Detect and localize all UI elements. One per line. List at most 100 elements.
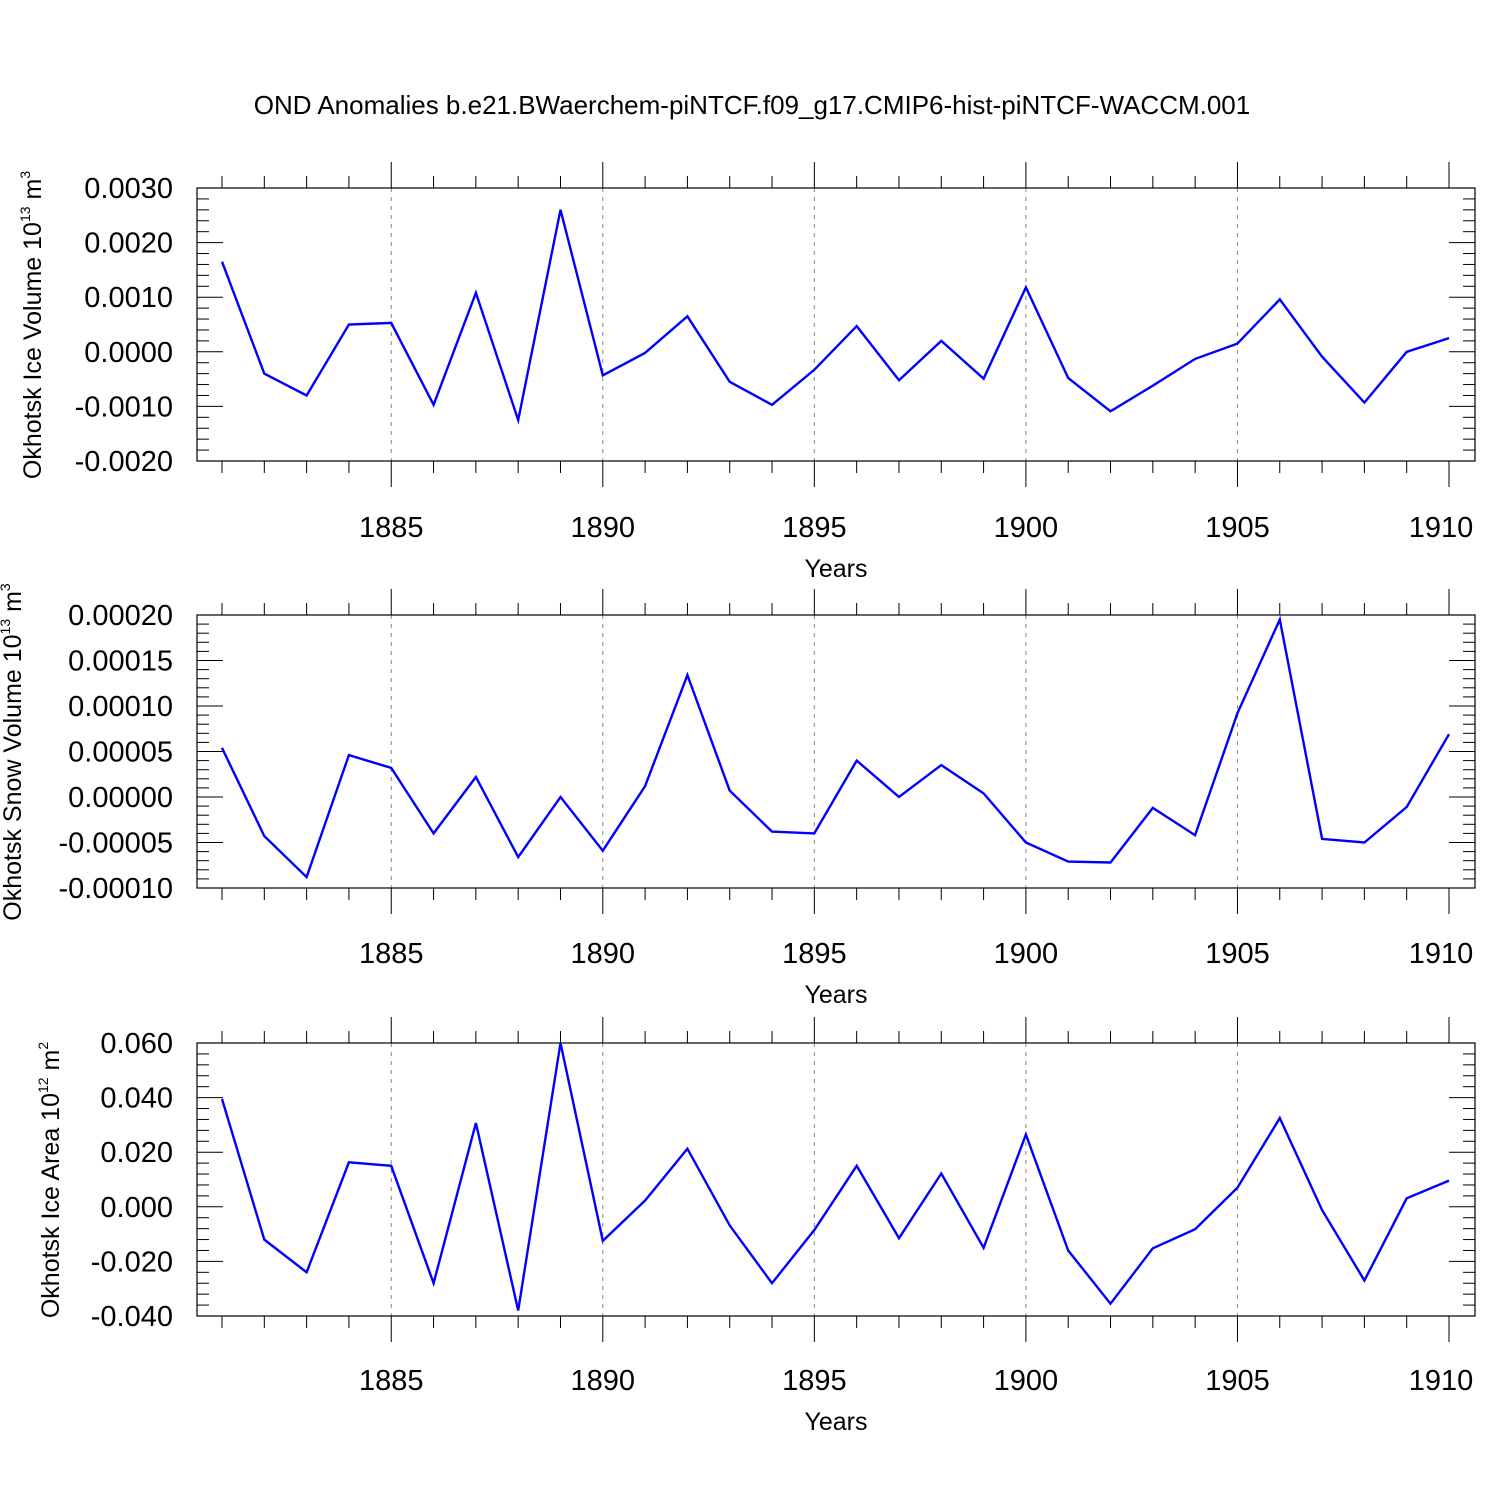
y-axis-label-unit: m [19, 179, 47, 207]
data-point [812, 368, 816, 372]
y-tick-label: 0.060 [100, 1028, 173, 1060]
y-tick-label: -0.0010 [75, 391, 173, 423]
data-point [982, 1246, 986, 1250]
y-axis-label-main: Okhotsk Snow Volume 10 [0, 634, 27, 920]
data-point [982, 377, 986, 381]
y-axis-label-sup1: 12 [35, 1077, 51, 1093]
data-point [305, 875, 309, 879]
y-tick-label: -0.0020 [75, 446, 173, 478]
y-tick-label: 0.00000 [68, 782, 173, 814]
x-tick-label: 1900 [994, 512, 1059, 544]
data-point [1320, 1208, 1324, 1212]
data-point [1278, 297, 1282, 301]
data-point [305, 1270, 309, 1274]
x-tick-label: 1910 [1409, 1365, 1474, 1397]
data-point [939, 339, 943, 343]
data-point [1447, 732, 1451, 736]
data-point [1193, 357, 1197, 361]
data-point [1362, 1279, 1366, 1283]
data-point [262, 834, 266, 838]
y-tick-label: 0.0030 [84, 173, 173, 205]
data-point [643, 1199, 647, 1203]
plot-frame [196, 187, 1476, 462]
data-point [474, 1121, 478, 1125]
data-point [558, 1041, 562, 1045]
x-tick-label: 1885 [359, 1365, 424, 1397]
y-tick-label: 0.00020 [68, 600, 173, 632]
data-point [1151, 384, 1155, 388]
y-axis-label-sup2: 3 [0, 583, 13, 591]
data-point [389, 766, 393, 770]
data-point [474, 291, 478, 295]
data-point [220, 1097, 224, 1101]
data-point [1235, 1186, 1239, 1190]
x-tick-label: 1885 [359, 938, 424, 970]
y-axis-label-sup1: 13 [17, 206, 33, 222]
data-point [1109, 1302, 1113, 1306]
y-axis-label-unit: m [37, 1050, 65, 1078]
series-line [220, 209, 1450, 425]
data-point [601, 849, 605, 853]
data-point [1066, 376, 1070, 380]
data-point [855, 759, 859, 763]
data-point [601, 1239, 605, 1243]
x-tick-label: 1885 [359, 512, 424, 544]
data-point [643, 351, 647, 355]
y-tick-label: -0.00010 [59, 873, 174, 905]
x-tick-label: 1900 [994, 938, 1059, 970]
x-tick-label: 1900 [994, 1365, 1059, 1397]
series-line [220, 615, 1451, 880]
data-point [1235, 342, 1239, 346]
data-point [685, 314, 689, 318]
y-tick-label: -0.00005 [59, 828, 174, 860]
data-point [558, 795, 562, 799]
data-point [728, 789, 732, 793]
panel-1: -0.0020 -0.0010 0.0000 0.0010 0.0020 0.0030 18… [17, 162, 1476, 583]
y-axis-label-main: Okhotsk Ice Volume 10 [19, 222, 47, 479]
panel-3: -0.040 -0.020 0.000 0.020 0.040 0.060 1885 1890… [35, 1017, 1476, 1436]
series-line [220, 1042, 1450, 1311]
y-axis-label: Okhotsk Ice Volume 1013 m3 [17, 171, 47, 479]
y-tick-label: 0.0010 [84, 282, 173, 314]
data-point [1193, 1227, 1197, 1231]
data-point [1024, 841, 1028, 845]
data-point [516, 855, 520, 859]
data-point [728, 380, 732, 384]
panel-2: -0.00010 -0.00005 0.00000 0.00005 0.00010 0.0… [0, 583, 1476, 1009]
data-point [262, 372, 266, 376]
data-point [812, 831, 816, 835]
y-tick-label: 0.00010 [68, 691, 173, 723]
data-point [812, 1228, 816, 1232]
data-point [516, 1309, 520, 1313]
y-tick-label: 0.00015 [68, 646, 173, 678]
y-tick-label: -0.040 [91, 1301, 173, 1333]
data-point [347, 1160, 351, 1164]
data-point [897, 378, 901, 382]
data-point [855, 1164, 859, 1168]
data-point [728, 1223, 732, 1227]
x-axis-label: Years [804, 981, 867, 1009]
data-point [1235, 711, 1239, 715]
y-tick-label: 0.000 [100, 1192, 173, 1224]
x-tick-label: 1890 [571, 512, 636, 544]
data-point [432, 1281, 436, 1285]
data-point [770, 403, 774, 407]
data-point [685, 673, 689, 677]
data-point [643, 784, 647, 788]
data-point [1320, 355, 1324, 359]
data-point [601, 373, 605, 377]
x-tick-label: 1910 [1409, 512, 1474, 544]
data-point [939, 763, 943, 767]
data-point [770, 830, 774, 834]
x-tick-label: 1905 [1205, 938, 1270, 970]
y-axis-label: Okhotsk Ice Area 1012 m2 [35, 1042, 65, 1318]
x-tick-label: 1905 [1205, 1365, 1270, 1397]
y-axis-label-sup2: 2 [35, 1042, 51, 1050]
y-axis-label-unit: m [0, 591, 27, 619]
y-tick-label: 0.0020 [84, 228, 173, 260]
data-point [262, 1238, 266, 1242]
y-axis-label: Okhotsk Snow Volume 1013 m3 [0, 583, 27, 921]
data-point [1405, 1196, 1409, 1200]
figure-title: OND Anomalies b.e21.BWaerchem-piNTCF.f09… [254, 90, 1250, 120]
